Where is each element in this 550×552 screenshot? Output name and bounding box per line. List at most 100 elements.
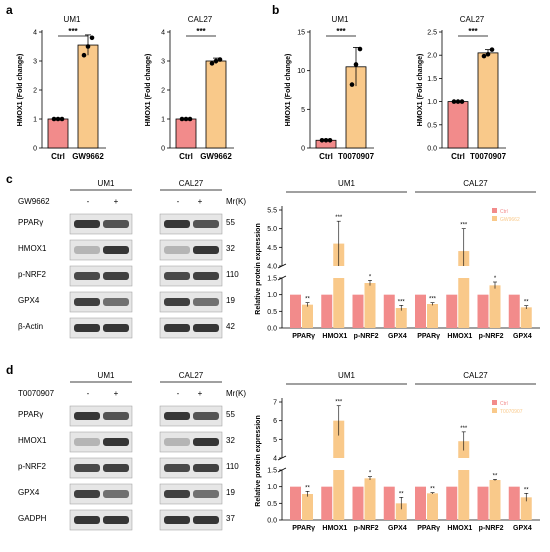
group-label: UM1 bbox=[338, 179, 355, 188]
blot-band bbox=[164, 298, 190, 306]
chart-title: CAL27 bbox=[460, 15, 485, 24]
cell-line-label: UM1 bbox=[98, 179, 115, 188]
bar-treat bbox=[364, 478, 376, 520]
x-tick-label: GPX4 bbox=[513, 333, 532, 340]
blot-band bbox=[164, 464, 190, 472]
bar-treat bbox=[395, 503, 407, 520]
relative-expression-chart-c: UM1 CAL27 Relative protein expression 4.0 4.… bbox=[255, 179, 540, 340]
panel-letter-c: c bbox=[6, 172, 13, 186]
molecular-weight: 19 bbox=[226, 296, 235, 305]
blot-band bbox=[164, 438, 190, 446]
protein-label: PPARγ bbox=[18, 410, 43, 419]
y-tick-label: 3 bbox=[161, 59, 165, 66]
y-axis-label: HMOX1 (Fold change) bbox=[145, 54, 152, 127]
significance-label: *** bbox=[429, 297, 437, 303]
bar-ctrl bbox=[290, 294, 301, 328]
lane-label: - bbox=[177, 197, 180, 206]
x-tick-label: GW9662 bbox=[200, 152, 232, 161]
y-tick-label: 4.5 bbox=[267, 245, 277, 252]
small-chart-b1: UM1 HMOX1 (Fold change) 0 5 10 15 Ctrl T0070907… bbox=[285, 15, 375, 161]
molecular-weight: 37 bbox=[226, 514, 235, 523]
data-point bbox=[59, 116, 65, 122]
protein-label: p-NRF2 bbox=[18, 270, 47, 279]
y-tick-label: 4 bbox=[161, 30, 165, 37]
data-point bbox=[85, 44, 91, 49]
protein-label: PPARγ bbox=[18, 218, 43, 227]
x-tick-label: GW9662 bbox=[72, 152, 104, 161]
bar-treat bbox=[520, 497, 532, 520]
y-tick-label: 1 bbox=[33, 117, 37, 124]
y-tick-label: 7 bbox=[273, 400, 277, 407]
y-tick-label: 5 bbox=[273, 437, 277, 444]
bar-treat bbox=[489, 285, 501, 328]
significance-label: ** bbox=[305, 297, 310, 303]
significance-label: *** bbox=[196, 27, 206, 36]
protein-label: GPX4 bbox=[18, 488, 40, 497]
blot-frame bbox=[69, 239, 133, 261]
y-tick-label: 1 bbox=[161, 117, 165, 124]
y-axis-label: HMOX1 (Fold change) bbox=[417, 54, 424, 127]
blot-frame bbox=[69, 291, 133, 313]
data-point bbox=[179, 116, 185, 122]
significance-label: *** bbox=[335, 400, 343, 406]
blot-band bbox=[164, 490, 190, 498]
y-tick-label: 0.0 bbox=[427, 146, 437, 153]
bar-ctrl bbox=[321, 486, 333, 520]
bar-treat bbox=[395, 308, 407, 328]
group-label: CAL27 bbox=[463, 371, 488, 380]
protein-label: GADPH bbox=[18, 514, 47, 523]
blot-band bbox=[74, 298, 100, 306]
x-tick-label: GPX4 bbox=[513, 525, 532, 532]
bar-ctrl bbox=[321, 294, 333, 328]
y-tick-label: 1.0 bbox=[427, 99, 437, 106]
y-tick-label: 2 bbox=[33, 88, 37, 95]
data-point bbox=[209, 61, 215, 66]
blot-band bbox=[103, 412, 129, 420]
blot-band bbox=[193, 490, 219, 498]
y-tick-label: 2.5 bbox=[427, 30, 437, 37]
significance-label: ** bbox=[493, 473, 498, 479]
data-point bbox=[357, 46, 363, 52]
blot-band bbox=[193, 438, 219, 446]
bar-t0070907 bbox=[477, 52, 499, 149]
bar-ctrl bbox=[508, 486, 520, 520]
x-tick-label: p-NRF2 bbox=[354, 525, 379, 532]
lane-label: + bbox=[198, 389, 203, 398]
y-tick-label: 0 bbox=[301, 146, 305, 153]
bar-ctrl bbox=[383, 294, 395, 328]
panel-letter-a: a bbox=[6, 3, 13, 17]
significance-label: *** bbox=[460, 223, 468, 229]
relative-expression-chart-d: UM1 CAL27 Relative protein expression 4 5 6 7 0… bbox=[255, 371, 540, 532]
blot-frame bbox=[159, 431, 223, 453]
bar-treat bbox=[302, 494, 313, 520]
blot-band bbox=[193, 220, 219, 228]
y-tick-label: 0.0 bbox=[267, 518, 277, 525]
blot-band bbox=[193, 324, 219, 332]
significance-label: *** bbox=[335, 215, 343, 221]
x-tick-label: GPX4 bbox=[388, 333, 407, 340]
bar-ctrl bbox=[352, 486, 364, 520]
blot-band bbox=[103, 220, 129, 228]
y-tick-label: 0.5 bbox=[427, 122, 437, 129]
bar-ctrl bbox=[508, 294, 520, 328]
blot-band bbox=[164, 272, 190, 280]
x-tick-label: PPARγ bbox=[417, 525, 440, 532]
blot-frame bbox=[159, 317, 223, 339]
bar-treat bbox=[427, 304, 438, 328]
blot-band bbox=[193, 272, 219, 280]
x-tick-label: Ctrl bbox=[319, 152, 333, 161]
bar-treat-upper bbox=[333, 420, 345, 458]
x-tick-label: Ctrl bbox=[179, 152, 193, 161]
blot-frame bbox=[159, 405, 223, 427]
bar-ctrl bbox=[447, 101, 469, 149]
y-tick-label: 1.0 bbox=[267, 484, 277, 491]
data-point bbox=[319, 137, 325, 143]
data-point bbox=[451, 99, 457, 104]
significance-label: ** bbox=[430, 487, 435, 493]
legend-swatch-ctrl bbox=[492, 208, 497, 213]
blot-band bbox=[74, 464, 100, 472]
data-point bbox=[217, 57, 223, 62]
blot-band bbox=[74, 490, 100, 498]
chart-title: UM1 bbox=[332, 15, 349, 24]
blot-frame bbox=[69, 457, 133, 479]
